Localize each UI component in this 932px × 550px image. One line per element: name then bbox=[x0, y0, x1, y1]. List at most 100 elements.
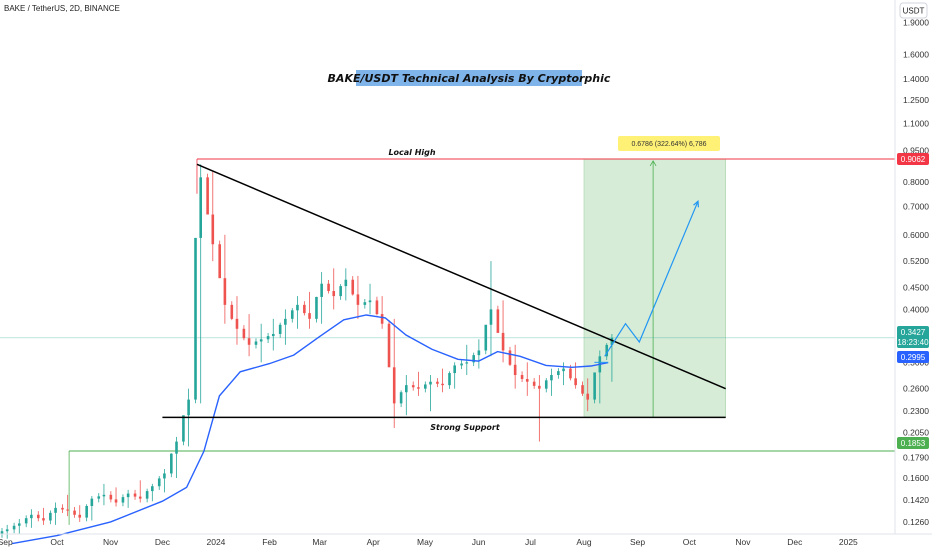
y-tick-label: 0.4500 bbox=[903, 283, 929, 293]
candle-body bbox=[235, 318, 239, 329]
y-tick-label: 0.8000 bbox=[903, 177, 929, 187]
candle-body bbox=[42, 518, 45, 521]
candle-body bbox=[126, 493, 130, 498]
currency-button[interactable] bbox=[899, 2, 928, 19]
local-high-price-value: 0.9062 bbox=[901, 155, 926, 164]
y-tick-label: 0.7000 bbox=[903, 201, 929, 211]
y-tick-label: 0.2300 bbox=[903, 406, 929, 416]
local-high-price-tag bbox=[897, 153, 929, 165]
moving-average-layer bbox=[11, 314, 609, 545]
candle-body bbox=[489, 309, 493, 325]
moving-average-value: 0.2995 bbox=[901, 353, 926, 362]
x-tick-label: Sep bbox=[630, 537, 645, 547]
support-price-tag bbox=[897, 437, 929, 449]
candle-body bbox=[581, 385, 584, 394]
candle-body bbox=[557, 371, 560, 376]
candle-body bbox=[424, 384, 427, 389]
x-tick-label: Feb bbox=[262, 537, 277, 547]
title-background bbox=[356, 70, 582, 86]
candle-body bbox=[375, 300, 379, 315]
candle-body bbox=[97, 496, 101, 499]
candle-body bbox=[399, 392, 403, 404]
candle-body bbox=[90, 498, 94, 506]
y-tick-label: 1.2500 bbox=[903, 95, 929, 105]
candle-body bbox=[380, 314, 384, 324]
y-tick-label: 1.1000 bbox=[903, 118, 929, 128]
x-tick-label: Oct bbox=[683, 537, 697, 547]
candle-body bbox=[182, 415, 185, 442]
candle-body bbox=[327, 283, 330, 292]
candle-body bbox=[157, 478, 161, 487]
measure-arrow-head bbox=[649, 160, 657, 167]
candle-body bbox=[30, 514, 33, 519]
local-high-label: Local High bbox=[388, 148, 435, 157]
y-tick-label: 1.9000 bbox=[903, 18, 929, 28]
candle-body bbox=[472, 355, 475, 363]
candle-body bbox=[109, 494, 113, 500]
candle-body bbox=[290, 310, 294, 319]
candle-body bbox=[351, 279, 355, 295]
candle-body bbox=[465, 362, 469, 364]
candle-body bbox=[145, 491, 149, 499]
target-zone-layer bbox=[583, 158, 726, 418]
y-tick-label: 0.1420 bbox=[903, 495, 929, 505]
candle-body bbox=[605, 344, 609, 357]
projection-arrow-head bbox=[693, 200, 699, 208]
candle-body bbox=[121, 497, 125, 503]
candle-body bbox=[453, 365, 456, 374]
candle-body bbox=[187, 399, 190, 416]
candle-body bbox=[78, 514, 82, 518]
candle-body bbox=[610, 337, 614, 345]
price-axis[interactable]: 1.9000 1.6000 1.4000 1.2500 1.1000 0.9500 0.80… bbox=[903, 18, 929, 527]
candle-body bbox=[163, 473, 166, 479]
y-tick-label: 1.4000 bbox=[903, 74, 929, 84]
x-tick-label: Oct bbox=[50, 537, 64, 547]
target-zone-box bbox=[583, 158, 726, 418]
candle-body bbox=[303, 304, 306, 314]
candle-body bbox=[175, 441, 178, 454]
candle-body bbox=[49, 512, 52, 521]
candle-body bbox=[320, 283, 323, 297]
candle-body bbox=[448, 373, 451, 386]
moving-average-line bbox=[11, 314, 609, 545]
candle-body bbox=[271, 333, 275, 337]
projection-path bbox=[604, 201, 699, 357]
x-tick-label: Aug bbox=[576, 537, 591, 547]
candle-body bbox=[368, 300, 372, 303]
candle-body bbox=[5, 529, 9, 532]
candle-body bbox=[242, 328, 246, 339]
last-price-tag bbox=[897, 326, 929, 348]
candle-body bbox=[392, 367, 396, 404]
y-tick-label: 0.4000 bbox=[903, 304, 929, 314]
symbol-label: BAKE / TetherUS, 2D, BINANCE bbox=[4, 4, 120, 13]
x-tick-label: Dec bbox=[787, 537, 803, 547]
candle-body bbox=[284, 318, 287, 325]
candle-body bbox=[513, 364, 517, 376]
candle-body bbox=[550, 375, 553, 381]
candle-body bbox=[133, 493, 137, 497]
y-tick-label: 0.6000 bbox=[903, 230, 929, 240]
candle-body bbox=[544, 380, 548, 389]
x-tick-label: 2025 bbox=[839, 537, 858, 547]
time-axis[interactable]: Sep Oct Nov Dec 2024 Feb Mar Apr May Jun Jul Aug Sep… bbox=[0, 537, 858, 547]
x-tick-label: Dec bbox=[155, 537, 171, 547]
candle-body bbox=[569, 368, 572, 379]
candle-body bbox=[508, 350, 512, 365]
x-tick-label: Apr bbox=[367, 537, 380, 547]
candle-body bbox=[0, 531, 4, 534]
candle-body bbox=[259, 339, 263, 342]
candle-body bbox=[138, 496, 142, 499]
candle-body bbox=[206, 177, 209, 215]
candle-body bbox=[308, 313, 311, 319]
candle-body bbox=[278, 324, 282, 334]
candle-body bbox=[266, 336, 270, 340]
candle-body bbox=[429, 381, 432, 385]
candle-body bbox=[460, 363, 463, 366]
candle-body bbox=[36, 514, 40, 519]
y-tick-label: 1.6000 bbox=[903, 49, 929, 59]
candle-body bbox=[586, 393, 590, 400]
candle-body bbox=[199, 177, 202, 238]
candle-body bbox=[387, 323, 391, 368]
